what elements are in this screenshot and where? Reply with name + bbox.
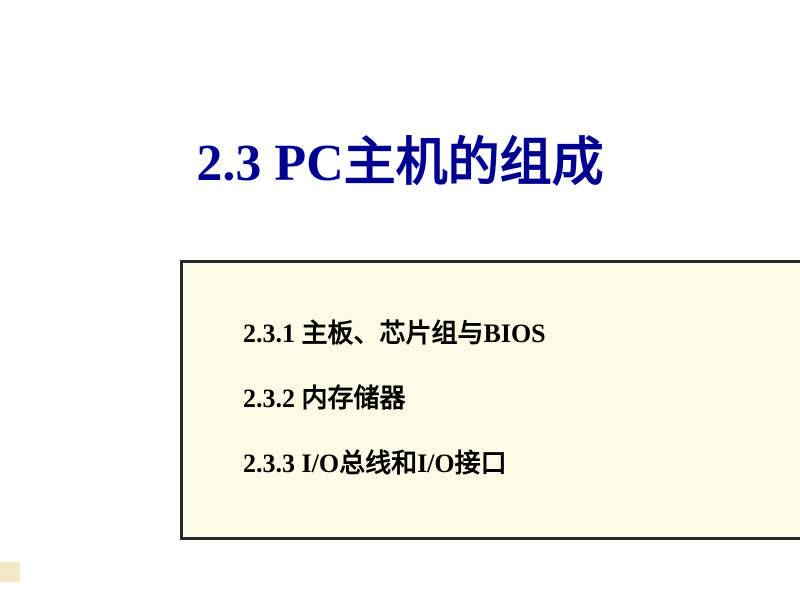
content-box: 2.3.1 主板、芯片组与BIOS 2.3.2 内存储器 2.3.3 I/O总线…	[180, 260, 800, 540]
slide-container: 2.3 PC主机的组成 2.3.1 主板、芯片组与BIOS 2.3.2 内存储器…	[0, 0, 800, 600]
accent-decoration	[0, 562, 20, 582]
toc-item: 2.3.1 主板、芯片组与BIOS	[243, 313, 760, 350]
slide-title: 2.3 PC主机的组成	[0, 120, 800, 195]
toc-item: 2.3.3 I/O总线和I/O接口	[243, 443, 760, 480]
toc-item: 2.3.2 内存储器	[243, 378, 760, 415]
